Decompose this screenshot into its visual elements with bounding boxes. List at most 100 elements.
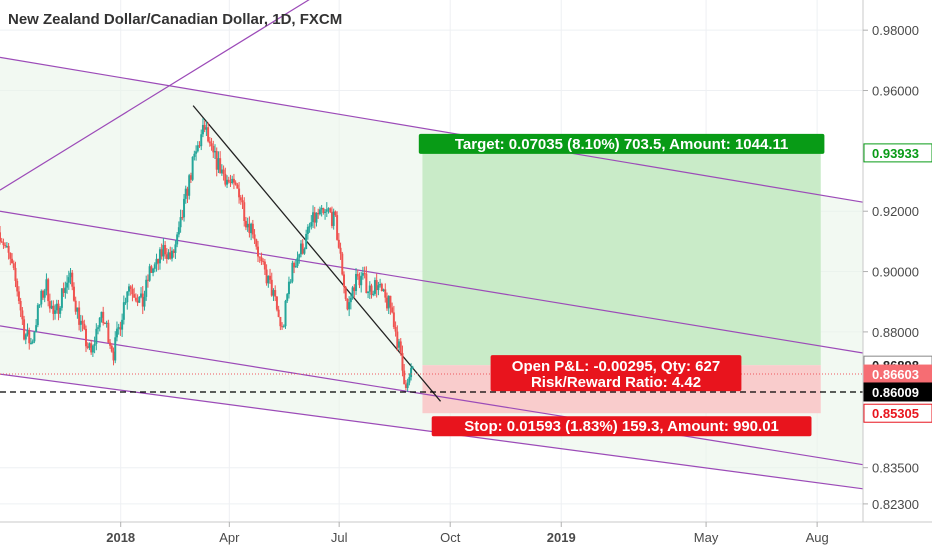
candle-body <box>138 296 141 303</box>
candle-body <box>408 377 411 383</box>
candle-body <box>153 264 156 269</box>
price-tag-label: 0.85305 <box>872 406 919 421</box>
candle-body <box>28 330 31 344</box>
candle-body <box>342 274 345 287</box>
candle-body <box>186 188 189 196</box>
channel-line-4[interactable] <box>0 373 864 490</box>
x-tick-label: Oct <box>440 530 461 545</box>
candle-body <box>251 223 254 235</box>
candle-body <box>40 290 43 305</box>
candle-body <box>239 197 242 201</box>
candle-body <box>14 267 17 281</box>
candle-body <box>368 285 371 292</box>
candle-body <box>398 341 401 348</box>
candle-body <box>203 124 206 130</box>
candle-body <box>269 275 272 280</box>
candle-body <box>341 253 344 275</box>
candle-body <box>344 286 347 299</box>
candle-body <box>270 279 273 296</box>
channel-line-1[interactable] <box>0 56 864 203</box>
trend-line[interactable] <box>192 105 442 402</box>
candle-body <box>146 279 149 281</box>
channel-line-5[interactable] <box>0 0 338 191</box>
candle-body <box>86 346 89 348</box>
candle-body <box>263 261 266 270</box>
candle-body <box>410 367 413 378</box>
candle-body <box>281 326 284 328</box>
candle-body <box>26 330 29 335</box>
candle-body <box>231 178 234 183</box>
candle-body <box>24 334 27 340</box>
channel-line-3[interactable] <box>0 325 864 466</box>
y-tick-label: 0.90000 <box>872 265 919 280</box>
price-axis[interactable]: 0.98000 0.96000 0.92000 0.90000 0.88000 0.835… <box>863 23 919 512</box>
channel-line-2[interactable] <box>0 210 864 354</box>
candle-body <box>9 252 12 259</box>
candle-body <box>282 326 285 328</box>
candle-body <box>200 134 203 147</box>
y-tick-label: 0.82300 <box>872 497 919 512</box>
y-tick-label: 0.92000 <box>872 204 919 219</box>
candle-body <box>33 331 36 342</box>
candle-body <box>396 331 399 348</box>
candle-body <box>241 200 244 203</box>
candle-body <box>98 317 101 328</box>
y-tick-label: 0.88000 <box>872 325 919 340</box>
candle-body <box>325 209 328 212</box>
candle-body <box>59 307 62 314</box>
candle-body <box>183 198 186 218</box>
price-tag-label: 0.86009 <box>872 385 919 400</box>
candle-body <box>103 323 106 325</box>
candle-body <box>66 282 69 288</box>
candle-body <box>219 158 222 174</box>
candle-body <box>275 296 278 310</box>
candle-body <box>346 298 349 310</box>
candle-body <box>191 156 194 180</box>
candle-body <box>71 272 74 287</box>
candle-body <box>36 305 39 326</box>
candle-body <box>317 212 320 215</box>
candle-body <box>81 320 84 324</box>
candle-body <box>382 289 385 292</box>
candle-body <box>222 169 225 174</box>
candle-body <box>129 286 132 289</box>
candle-body <box>155 258 158 265</box>
candle-body <box>305 233 308 250</box>
x-tick-label: Jul <box>331 530 348 545</box>
candle-body <box>136 300 139 303</box>
candle-body <box>198 145 201 147</box>
candle-body <box>289 281 292 283</box>
candle-body <box>134 297 137 301</box>
candle-body <box>392 312 395 328</box>
pnl-box[interactable] <box>490 355 742 392</box>
profit-zone <box>422 152 821 366</box>
candlesticks <box>0 118 414 392</box>
candle-body <box>401 353 404 371</box>
candle-body <box>148 266 151 281</box>
candle-body <box>236 184 239 189</box>
candle-body <box>213 151 216 153</box>
candle-body <box>327 208 330 210</box>
candle-body <box>207 127 210 142</box>
stop-label-box[interactable] <box>431 416 812 437</box>
candle-body <box>67 277 70 283</box>
time-axis[interactable]: 2018 Apr Jul Oct 2019 May Aug <box>106 522 829 545</box>
candle-body <box>122 302 125 320</box>
candle-body <box>256 246 259 257</box>
drawing-lines[interactable] <box>0 0 864 490</box>
candle-body <box>43 290 46 298</box>
candle-body <box>83 323 86 329</box>
candle-body <box>210 143 213 147</box>
candle-body <box>385 297 388 309</box>
x-tick-label: Aug <box>806 530 829 545</box>
candle-body <box>167 252 170 260</box>
candle-body <box>272 290 275 296</box>
candle-body <box>17 291 20 302</box>
position-labels[interactable]: Target: 0.07035 (8.10%) 703.5, Amount: 1… <box>418 133 825 437</box>
risk-reward-label: Risk/Reward Ratio: 4.42 <box>531 374 701 391</box>
candle-body <box>193 153 196 157</box>
candle-body <box>358 276 361 286</box>
candle-body <box>38 304 41 306</box>
target-label-box[interactable] <box>418 133 825 154</box>
